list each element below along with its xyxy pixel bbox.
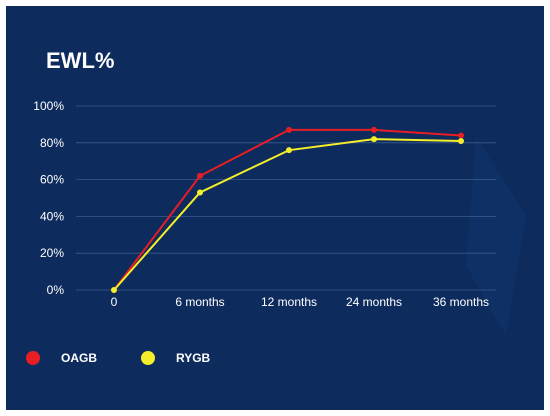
data-point-oagb [286,126,292,133]
data-point-rygb [111,287,117,293]
data-point-oagb [458,132,464,139]
y-tick-label: 60% [40,173,64,187]
y-tick-label: 100% [33,99,64,113]
series-line-rygb [113,138,462,291]
legend-marker-rygb [141,351,155,365]
x-tick-label: 24 months [346,295,402,309]
x-tick-label: 36 months [433,295,489,309]
y-tick-label: 40% [40,209,64,223]
chart-panel: EWL% 0% 20% 40% 60% 80% 100% 0 6 months 12 mont… [6,6,544,410]
data-point-rygb [371,136,377,143]
line-chart: EWL% 0% 20% 40% 60% 80% 100% 0 6 months 12 mont… [26,48,526,365]
series [111,126,464,293]
y-tick-label: 20% [40,246,64,260]
series-line-oagb [113,128,462,291]
data-point-oagb [371,126,377,133]
x-tick-label: 12 months [261,295,317,309]
legend-label-rygb: RYGB [176,351,211,365]
data-point-oagb [197,172,203,179]
y-tick-label: 80% [40,136,64,150]
legend-label-oagb: OAGB [61,351,97,365]
chart-title: EWL% [46,48,114,73]
data-point-rygb [197,189,203,196]
legend: OAGB RYGB [26,351,211,365]
y-tick-label: 0% [47,283,65,297]
decorative-shape [466,136,526,336]
y-axis: 0% 20% 40% 60% 80% 100% [33,99,64,297]
data-point-rygb [458,137,464,144]
x-tick-label: 0 [111,295,118,309]
legend-marker-oagb [26,351,40,365]
x-tick-label: 6 months [175,295,224,309]
data-point-rygb [286,147,292,154]
x-axis: 0 6 months 12 months 24 months 36 months [111,295,489,309]
